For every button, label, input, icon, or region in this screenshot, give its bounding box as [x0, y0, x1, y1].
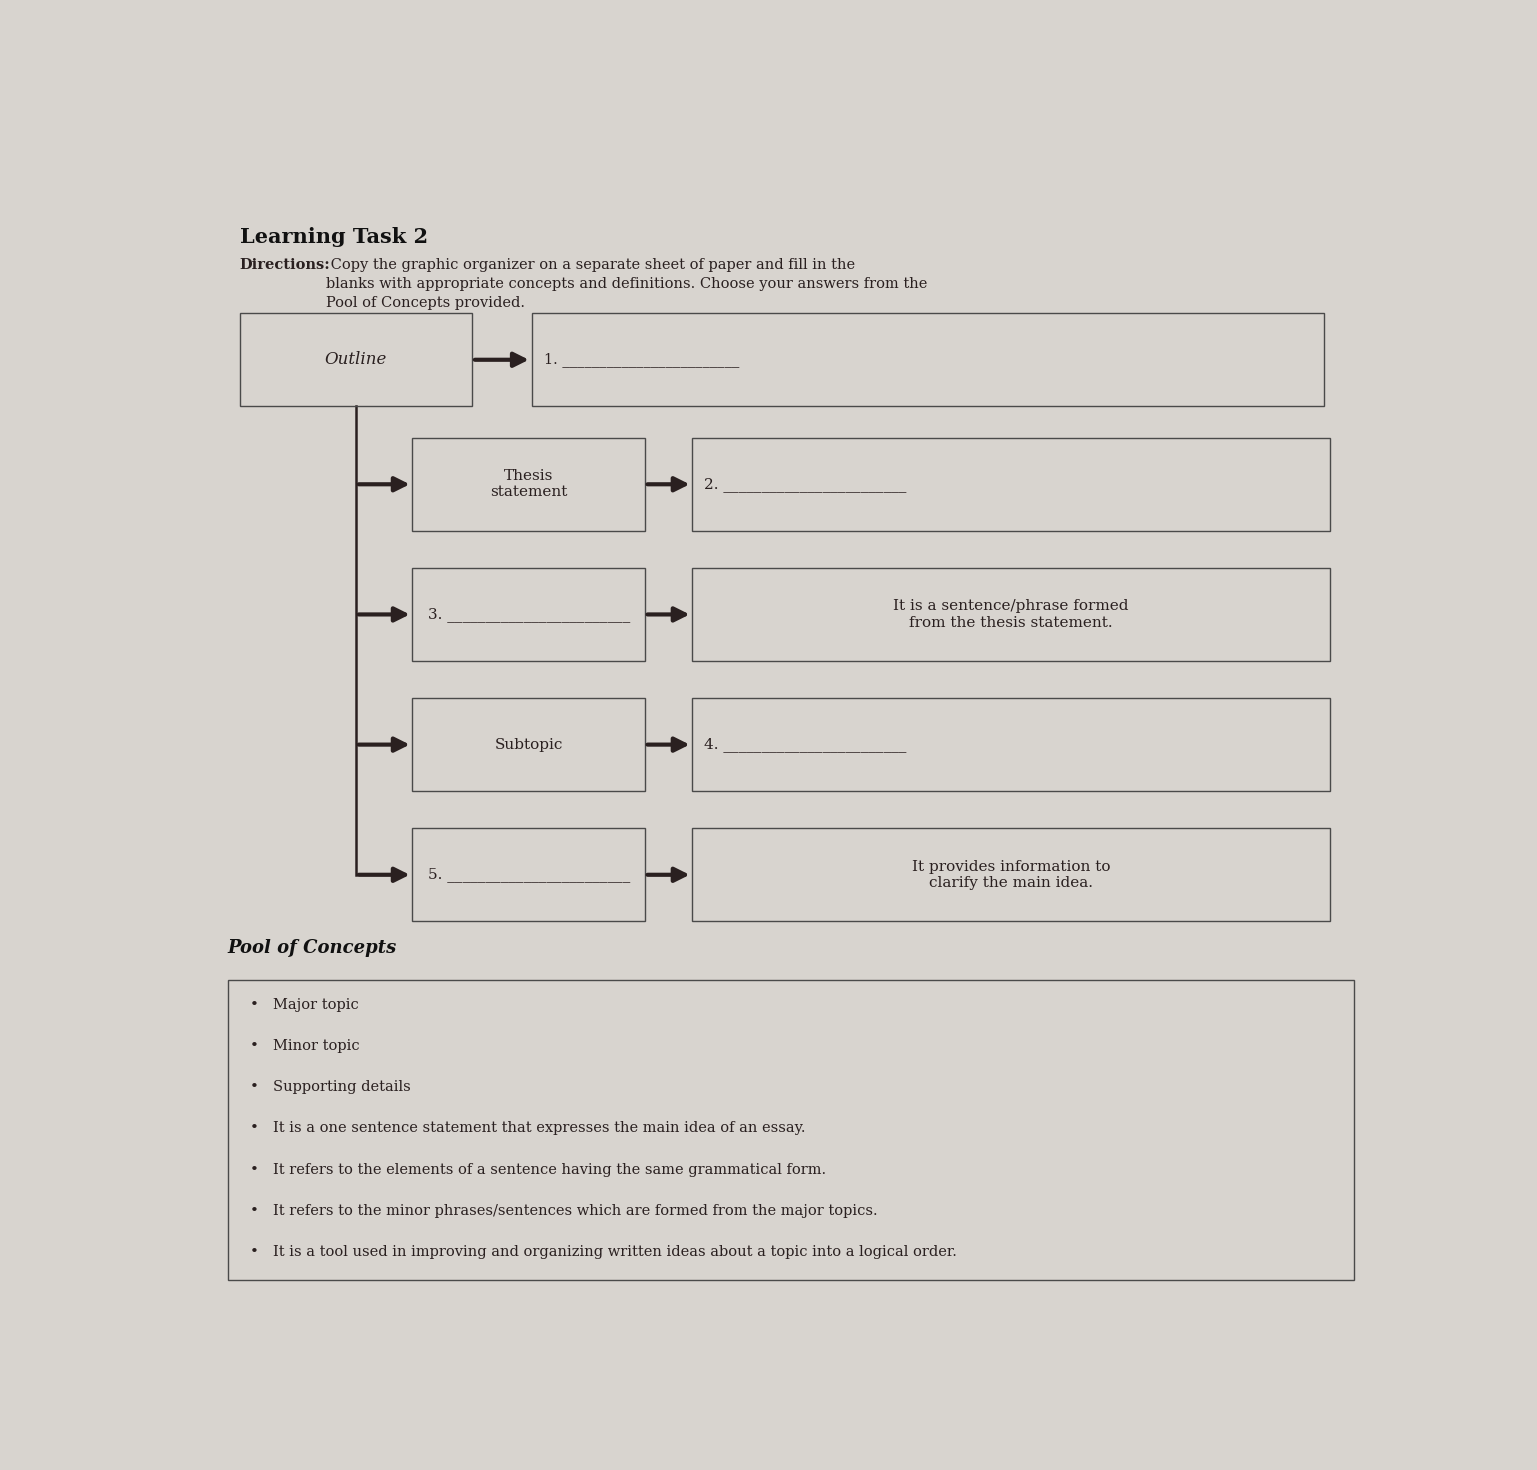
Text: •: •	[249, 1039, 258, 1053]
Text: It is a tool used in improving and organizing written ideas about a topic into a: It is a tool used in improving and organ…	[274, 1245, 958, 1258]
Text: Thesis
statement: Thesis statement	[490, 469, 567, 500]
Text: 1. ________________________: 1. ________________________	[544, 353, 739, 368]
Text: •: •	[249, 1080, 258, 1094]
Text: It provides information to
clarify the main idea.: It provides information to clarify the m…	[911, 860, 1110, 889]
Text: It refers to the elements of a sentence having the same grammatical form.: It refers to the elements of a sentence …	[274, 1163, 827, 1176]
Text: It refers to the minor phrases/sentences which are formed from the major topics.: It refers to the minor phrases/sentences…	[274, 1204, 878, 1217]
Text: 4. ________________________: 4. ________________________	[704, 736, 907, 753]
Text: 5. ________________________: 5. ________________________	[427, 867, 630, 882]
Text: •: •	[249, 1204, 258, 1217]
Text: Directions:: Directions:	[240, 257, 330, 272]
Text: Pool of Concepts: Pool of Concepts	[227, 939, 397, 957]
Text: Major topic: Major topic	[274, 998, 358, 1013]
Text: Outline: Outline	[324, 351, 387, 369]
Text: •: •	[249, 1122, 258, 1135]
Text: It is a one sentence statement that expresses the main idea of an essay.: It is a one sentence statement that expr…	[274, 1122, 805, 1135]
Text: •: •	[249, 998, 258, 1013]
Text: •: •	[249, 1245, 258, 1258]
Text: 2. ________________________: 2. ________________________	[704, 476, 907, 491]
Text: Subtopic: Subtopic	[495, 738, 563, 751]
Text: 3. ________________________: 3. ________________________	[427, 607, 630, 622]
Text: •: •	[249, 1163, 258, 1176]
Text: Minor topic: Minor topic	[274, 1039, 360, 1053]
Text: Copy the graphic organizer on a separate sheet of paper and fill in the
blanks w: Copy the graphic organizer on a separate…	[326, 257, 927, 310]
Text: It is a sentence/phrase formed
from the thesis statement.: It is a sentence/phrase formed from the …	[893, 600, 1128, 629]
Text: Learning Task 2: Learning Task 2	[240, 228, 427, 247]
Text: Supporting details: Supporting details	[274, 1080, 410, 1094]
